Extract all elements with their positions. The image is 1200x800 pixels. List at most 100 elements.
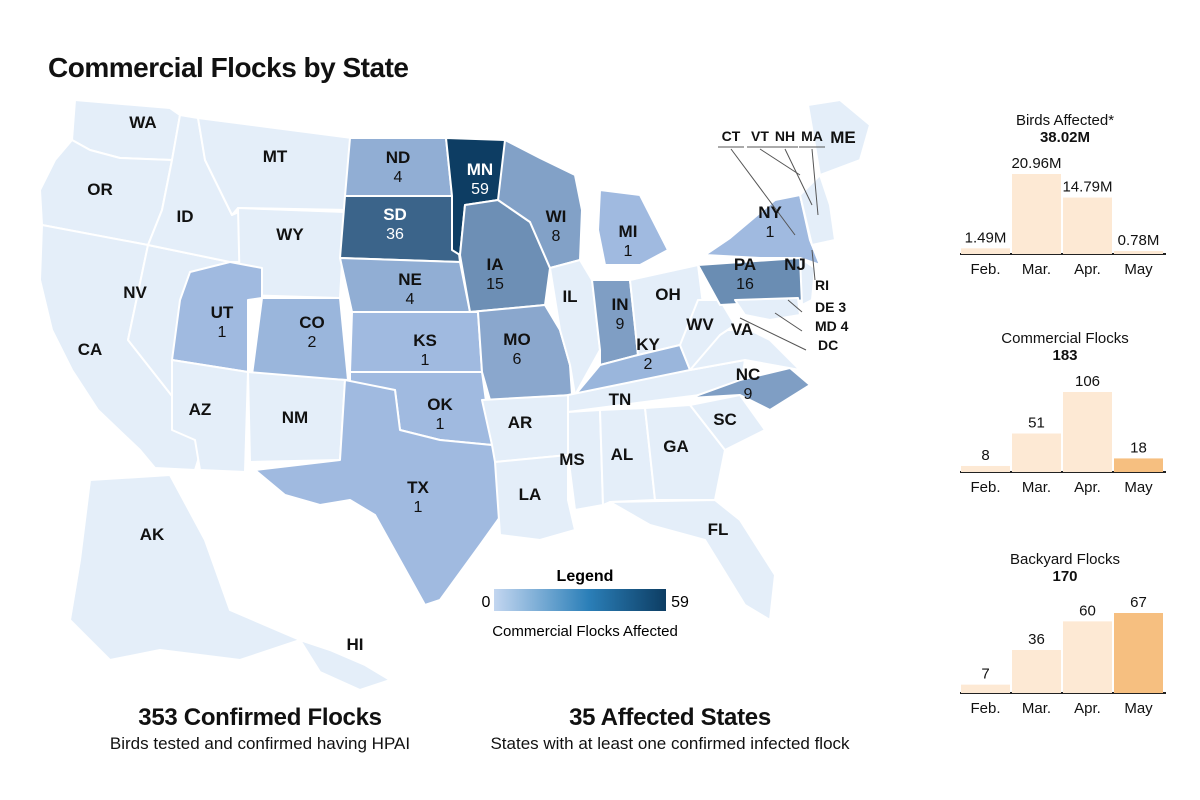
- state-shape-il: [549, 259, 601, 396]
- state-label-nj: NJ: [784, 255, 806, 274]
- chart-title: Backyard Flocks: [1009, 551, 1121, 568]
- bar-value-label: 8: [981, 447, 989, 464]
- state-count-pa: 16: [736, 276, 754, 293]
- small-state-label-nh: NH: [775, 128, 795, 144]
- state-shape-hi: [299, 639, 391, 691]
- bar-apr: [1063, 197, 1112, 254]
- leader-lines: [718, 146, 825, 351]
- state-label-nc: NC: [736, 365, 761, 384]
- state-shape-nd: [344, 137, 453, 197]
- state-label-wa: WA: [129, 113, 156, 132]
- state-label-ok: OK: [427, 395, 453, 414]
- state-count-ia: 15: [486, 276, 504, 293]
- state-shape-ak: [69, 474, 301, 661]
- state-label-nv: NV: [123, 283, 147, 302]
- bar-value-label: 1.49M: [965, 229, 1007, 246]
- state-label-wv: WV: [686, 315, 714, 334]
- confirmed-flocks-headline: 353 Confirmed Flocks: [138, 704, 382, 731]
- state-shape-ga: [644, 404, 726, 501]
- state-label-in: IN: [612, 295, 629, 314]
- us-map: WA OR CA NV ID MT WY UT 1 AZ CO 2 NM ND 4 SD 36 NE 4 KS 1 OK 1…: [39, 99, 871, 691]
- backyard-flocks-chart: Backyard Flocks 170 7 Feb. 36 Mar. 60 Apr. 67 M…: [955, 551, 1175, 740]
- state-label-hi: HI: [347, 635, 364, 654]
- confirmed-flocks-sub: Birds tested and confirmed having HPAI: [109, 734, 411, 753]
- chart-title: Commercial Flocks: [1001, 330, 1129, 347]
- state-count-mo: 6: [513, 351, 522, 368]
- bar-value-label: 60: [1079, 602, 1096, 619]
- state-label-ak: AK: [140, 525, 165, 544]
- bar-value-label: 7: [981, 666, 989, 683]
- state-label-sd: SD: [383, 205, 407, 224]
- state-label-mo: MO: [503, 330, 530, 349]
- chart-total: 38.02M: [1039, 129, 1091, 146]
- state-count-in: 9: [616, 316, 625, 333]
- bar-feb: [961, 684, 1010, 693]
- state-count-wi: 8: [552, 228, 561, 245]
- bar-apr: [1063, 621, 1112, 693]
- state-label-va: VA: [731, 320, 753, 339]
- bar-value-label: 67: [1130, 594, 1147, 611]
- legend-caption: Commercial Flocks Affected: [492, 623, 678, 640]
- state-label-pa: PA: [734, 255, 756, 274]
- leader-line: [774, 312, 803, 332]
- leader-line: [739, 317, 807, 351]
- state-count-mn: 59: [471, 181, 489, 198]
- state-shape-me: [807, 99, 871, 176]
- state-label-mt: MT: [263, 147, 288, 166]
- affected-states-sub: States with at least one confirmed infec…: [490, 734, 850, 753]
- leader-line: [759, 148, 801, 176]
- bar-value-label: 51: [1028, 415, 1045, 432]
- state-label-la: LA: [519, 485, 542, 504]
- state-label-oh: OH: [655, 285, 681, 304]
- bar-value-label: 0.78M: [1118, 232, 1160, 249]
- state-label-tn: TN: [609, 390, 632, 409]
- small-state-label-de: DE 3: [815, 299, 846, 315]
- state-shape-nj: [799, 257, 816, 306]
- state-label-ga: GA: [663, 437, 689, 456]
- state-label-fl: FL: [708, 520, 729, 539]
- legend-max: 59: [671, 594, 689, 611]
- state-label-me: ME: [830, 128, 856, 147]
- state-label-il: IL: [562, 287, 577, 306]
- small-state-label-md: MD 4: [815, 318, 849, 334]
- bar-category-label: Mar.: [1022, 479, 1051, 496]
- state-count-nd: 4: [394, 169, 403, 186]
- state-count-ne: 4: [406, 291, 415, 308]
- bar-value-label: 14.79M: [1062, 179, 1112, 196]
- state-shape-co: [251, 297, 349, 381]
- state-count-tx: 1: [414, 499, 423, 516]
- state-shapes: [39, 99, 871, 691]
- bar-mar: [1012, 433, 1061, 472]
- bar-value-label: 36: [1028, 631, 1045, 648]
- leader-line: [811, 249, 816, 281]
- state-label-co: CO: [299, 313, 325, 332]
- chart-total: 170: [1052, 568, 1078, 585]
- bar-category-label: Mar.: [1022, 700, 1051, 717]
- commercial-flocks-bars: 8 Feb. 51 Mar. 106 Apr. 18 May: [960, 373, 1166, 496]
- state-label-nm: NM: [282, 408, 308, 427]
- leader-line: [787, 299, 803, 313]
- commercial-flocks-chart: Commercial Flocks 183 8 Feb. 51 Mar. 106 Apr.…: [955, 330, 1175, 519]
- state-count-co: 2: [308, 334, 317, 351]
- legend-title: Legend: [557, 568, 614, 585]
- bar-may: [1114, 458, 1163, 472]
- bar-mar: [1012, 650, 1061, 693]
- state-label-ms: MS: [559, 450, 585, 469]
- bar-category-label: May: [1124, 261, 1153, 278]
- state-shape-mi: [597, 189, 669, 266]
- state-label-sc: SC: [713, 410, 737, 429]
- state-count-sd: 36: [386, 226, 404, 243]
- state-label-nd: ND: [386, 148, 411, 167]
- bar-may: [1114, 613, 1163, 693]
- state-count-ks: 1: [421, 352, 430, 369]
- state-count-nc: 9: [744, 386, 753, 403]
- state-label-or: OR: [87, 180, 113, 199]
- birds-affected-bars: 1.49M Feb. 20.96M Mar. 14.79M Apr. 0.78M May: [960, 155, 1166, 278]
- state-shape-ms: [567, 409, 604, 511]
- backyard-flocks-bars: 7 Feb. 36 Mar. 60 Apr. 67 May: [960, 594, 1166, 717]
- state-count-ok: 1: [436, 416, 445, 433]
- state-label-ne: NE: [398, 270, 422, 289]
- state-label-ar: AR: [508, 413, 533, 432]
- birds-affected-chart: Birds Affected* 38.02M 1.49M Feb. 20.96M Ma…: [955, 112, 1175, 301]
- state-label-az: AZ: [189, 400, 212, 419]
